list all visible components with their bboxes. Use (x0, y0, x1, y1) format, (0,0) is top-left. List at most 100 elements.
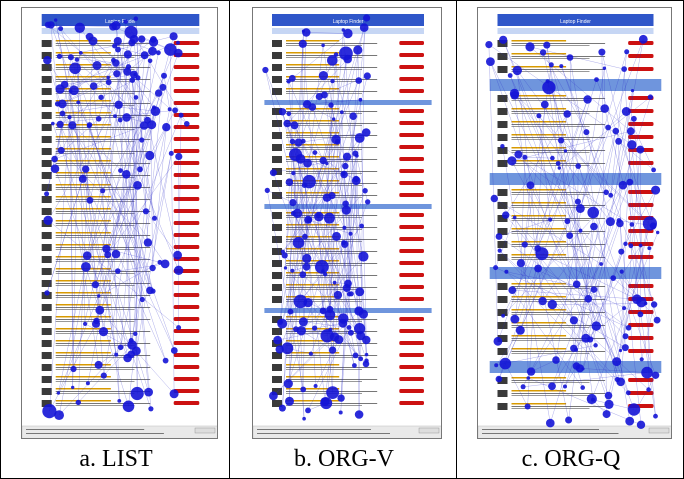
laptop-thumb (41, 100, 52, 107)
fixation-dot (575, 163, 581, 169)
laptop-thumb (272, 236, 282, 243)
fixation-dot (139, 121, 149, 130)
fixation-dot (115, 268, 121, 274)
fixation-dot (169, 389, 179, 399)
laptop-thumb (41, 316, 52, 323)
laptop-thumb (41, 196, 52, 203)
item-title-line (511, 390, 567, 392)
item-button (173, 329, 200, 333)
fixation-dot (330, 78, 335, 84)
item-desc-line (55, 103, 151, 104)
fixation-dot (558, 137, 565, 144)
fixation-dot (313, 384, 318, 388)
item-desc-line (55, 79, 151, 80)
item-title-line (286, 168, 340, 170)
item-desc-line (55, 249, 135, 250)
fixation-dot (133, 95, 139, 100)
item-button (399, 121, 424, 125)
fixation-dot (580, 385, 585, 390)
saccade-path (265, 17, 368, 419)
item-button (399, 169, 424, 173)
fixation-dot (539, 49, 547, 56)
fixation-dot (113, 114, 117, 118)
fixation-dot (646, 387, 651, 392)
item-desc-line (55, 117, 135, 118)
fixation-dot (176, 40, 180, 45)
fixation-dot (536, 113, 542, 119)
fixation-dot (130, 386, 144, 401)
item-title-line (55, 316, 111, 318)
item-button (628, 67, 654, 71)
fixation-dot (92, 319, 100, 328)
fixation-dot (137, 166, 143, 173)
item-desc-line (511, 353, 590, 354)
fixation-dot (285, 178, 294, 186)
item-button (399, 53, 424, 57)
fixation-dot (604, 391, 613, 400)
fixation-dot (563, 149, 568, 153)
fixation-dot (264, 187, 270, 193)
item-title-line (55, 112, 111, 114)
fixation-dot (636, 420, 646, 429)
item-title-line (511, 228, 567, 230)
fixation-dot (288, 74, 296, 82)
fixation-dot (605, 124, 611, 131)
fixation-dot (164, 43, 177, 56)
fixation-dot (342, 225, 347, 230)
fixation-dot (86, 196, 94, 204)
item-button (399, 41, 424, 45)
item-desc-line (55, 379, 151, 380)
laptop-thumb (272, 156, 282, 163)
fixation-dot (618, 180, 628, 190)
fixation-dot (43, 215, 53, 225)
fixation-dot (43, 56, 52, 65)
item-title-line (55, 40, 111, 42)
fixation-dot (363, 14, 371, 22)
item-desc-line (55, 151, 151, 152)
item-desc-line (286, 357, 362, 358)
item-button (173, 113, 200, 117)
laptop-thumb (497, 335, 508, 342)
laptop-thumb (497, 160, 508, 167)
laptop-thumb (41, 208, 52, 215)
fixation-dot (71, 385, 75, 390)
item-title-line (55, 244, 111, 246)
fixation-dot (139, 137, 145, 143)
fixation-dot (625, 390, 631, 396)
item-button (628, 391, 654, 395)
fixation-dot (358, 97, 363, 102)
fixation-dot (169, 32, 178, 41)
item-title-line (511, 147, 567, 149)
item-desc-line (55, 283, 151, 284)
fixation-dot (312, 150, 318, 156)
item-desc-line (55, 319, 151, 320)
laptop-thumb (497, 121, 508, 128)
fixation-dot (546, 418, 555, 428)
fixation-dot (95, 116, 102, 122)
item-desc-line (286, 277, 362, 278)
fixation-dot (352, 150, 359, 157)
page-render-list: Laptop Finder (22, 14, 217, 438)
fixation-dot (54, 18, 58, 22)
fixation-dot (305, 407, 311, 414)
fixation-dot (362, 360, 370, 368)
fixation-dot (75, 399, 81, 406)
fixation-dot (322, 193, 332, 202)
item-title-line (286, 340, 340, 342)
item-button (173, 293, 200, 297)
item-desc-line (511, 233, 590, 234)
fixation-dot (631, 115, 637, 122)
fixation-dot (283, 119, 291, 128)
fixation-dot (552, 356, 560, 364)
fixation-dot (563, 384, 567, 389)
fixation-dot (486, 57, 495, 66)
item-button (173, 125, 200, 129)
fixation-dot (51, 121, 55, 126)
item-title-line (511, 40, 567, 42)
item-desc-line (511, 340, 590, 341)
item-desc-line (286, 367, 378, 368)
fixation-dot (628, 243, 634, 249)
item-desc-line (286, 355, 378, 356)
laptop-thumb (272, 364, 282, 371)
fixation-dot (327, 55, 338, 66)
